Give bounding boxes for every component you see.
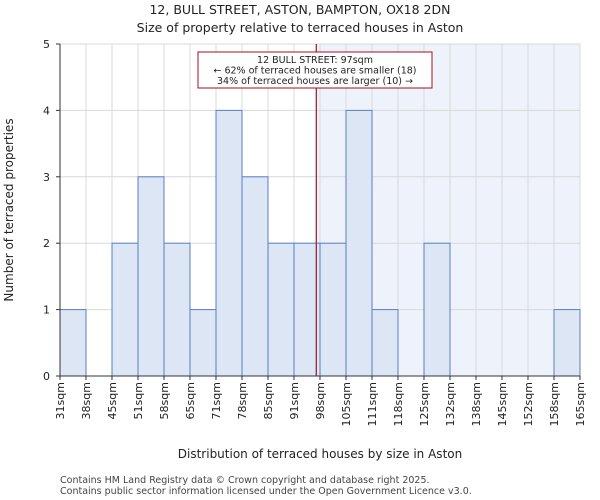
y-tick-label-3: 3 <box>43 171 50 184</box>
x-tick-label-138sqm: 138sqm <box>470 382 483 426</box>
bar-31sqm <box>59 309 87 377</box>
y-tick-label-2: 2 <box>43 237 50 250</box>
bar-51sqm <box>137 176 165 377</box>
bar-71sqm <box>215 109 243 377</box>
x-tick-label-145sqm: 145sqm <box>496 382 509 426</box>
y-tick-label-1: 1 <box>43 304 50 317</box>
annotation-box <box>197 51 433 89</box>
x-tick-label-91sqm: 91sqm <box>288 382 301 419</box>
x-tick-label-98sqm: 98sqm <box>314 382 327 419</box>
bar-98sqm <box>319 242 347 377</box>
x-tick-label-45sqm: 45sqm <box>106 382 119 419</box>
bar-58sqm <box>163 242 191 377</box>
y-tick-label-5: 5 <box>43 38 50 51</box>
x-tick-label-78sqm: 78sqm <box>236 382 249 419</box>
bar-105sqm <box>345 109 373 377</box>
x-tick-label-38sqm: 38sqm <box>80 382 93 419</box>
y-axis-title: Number of terraced properties <box>2 118 16 301</box>
annotation-line-1: 12 BULL STREET: 97sqm <box>257 55 373 66</box>
chart-title-line-1: 12, BULL STREET, ASTON, BAMPTON, OX18 2D… <box>149 2 450 17</box>
bar-158sqm <box>553 309 581 377</box>
x-tick-label-58sqm: 58sqm <box>158 382 171 419</box>
x-tick-label-165sqm: 165sqm <box>574 382 587 426</box>
x-tick-label-85sqm: 85sqm <box>262 382 275 419</box>
x-tick-label-132sqm: 132sqm <box>444 382 457 426</box>
bar-45sqm <box>111 242 139 377</box>
x-tick-label-111sqm: 111sqm <box>366 382 379 426</box>
x-tick-label-105sqm: 105sqm <box>340 382 353 426</box>
y-tick-label-0: 0 <box>43 370 50 383</box>
bar-111sqm <box>371 309 399 377</box>
annotation-line-3: 34% of terraced houses are larger (10) → <box>217 76 413 87</box>
annotation-line-2: ← 62% of terraced houses are smaller (18… <box>213 66 416 77</box>
footer-line-1: Contains HM Land Registry data © Crown c… <box>60 475 430 486</box>
plot-area: 0 1 2 3 4 5 31sqm 38sqm 45sqm 51sqm 58sqm 65sqm 71sq… <box>43 38 587 426</box>
x-tick-label-71sqm: 71sqm <box>210 382 223 419</box>
bar-125sqm <box>423 242 451 377</box>
bar-85sqm <box>267 242 295 377</box>
x-tick-label-51sqm: 51sqm <box>132 382 145 419</box>
x-tick-label-125sqm: 125sqm <box>418 382 431 426</box>
bar-78sqm <box>241 176 269 377</box>
x-tick-label-65sqm: 65sqm <box>184 382 197 419</box>
bar-65sqm <box>189 309 217 377</box>
x-tick-label-118sqm: 118sqm <box>392 382 405 426</box>
x-tick-label-158sqm: 158sqm <box>548 382 561 426</box>
x-tick-label-31sqm: 31sqm <box>54 382 67 419</box>
x-tick-label-152sqm: 152sqm <box>522 382 535 426</box>
x-axis-title: Distribution of terraced houses by size … <box>178 447 462 461</box>
footer-line-2: Contains public sector information licen… <box>60 486 472 497</box>
y-tick-label-4: 4 <box>43 104 50 117</box>
chart-title-line-2: Size of property relative to terraced ho… <box>137 20 464 35</box>
